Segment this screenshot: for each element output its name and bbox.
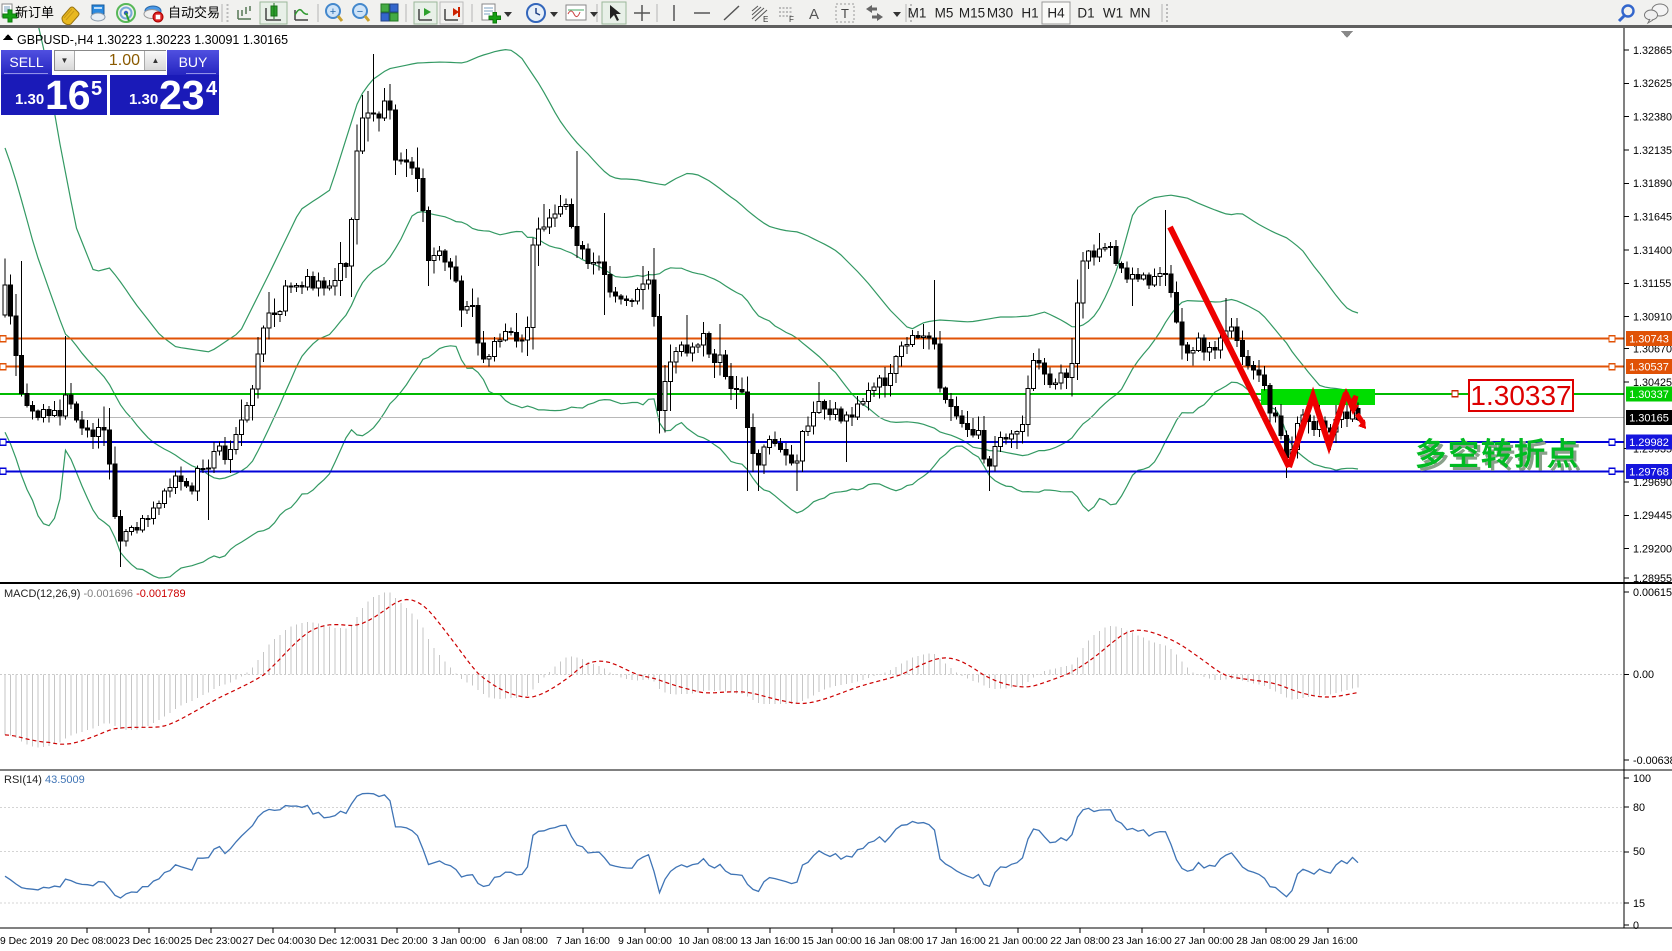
svg-text:3 Jan 00:00: 3 Jan 00:00 xyxy=(432,936,486,947)
svg-text:23 Dec 16:00: 23 Dec 16:00 xyxy=(118,936,180,947)
svg-text:−: − xyxy=(357,6,363,18)
svg-text:H4: H4 xyxy=(1047,6,1065,21)
svg-text:25 Dec 23:00: 25 Dec 23:00 xyxy=(180,936,242,947)
svg-text:M5: M5 xyxy=(935,6,954,21)
svg-text:16 Jan 08:00: 16 Jan 08:00 xyxy=(864,936,924,947)
svg-text:30 Dec 12:00: 30 Dec 12:00 xyxy=(304,936,366,947)
svg-text:9 Jan 00:00: 9 Jan 00:00 xyxy=(618,936,672,947)
svg-text:1.30537: 1.30537 xyxy=(1629,362,1669,374)
svg-text:1.28955: 1.28955 xyxy=(1633,573,1672,585)
svg-text:1.31890: 1.31890 xyxy=(1633,178,1672,190)
svg-text:A: A xyxy=(809,6,819,23)
svg-text:1.32380: 1.32380 xyxy=(1633,112,1672,124)
svg-text:-0.00638: -0.00638 xyxy=(1633,755,1672,767)
svg-text:10 Jan 08:00: 10 Jan 08:00 xyxy=(678,936,738,947)
svg-text:50: 50 xyxy=(1633,846,1645,858)
svg-text:MACD(12,26,9) -0.001696 -0.001: MACD(12,26,9) -0.001696 -0.001789 xyxy=(4,588,186,600)
svg-text:1.30910: 1.30910 xyxy=(1633,312,1672,324)
svg-text:多空转折点: 多空转折点 xyxy=(1418,440,1583,475)
svg-text:1.31155: 1.31155 xyxy=(1633,278,1671,290)
svg-text:9 Dec 2019: 9 Dec 2019 xyxy=(0,936,53,947)
svg-text:MN: MN xyxy=(1130,6,1151,21)
svg-text:1.31400: 1.31400 xyxy=(1633,245,1672,257)
svg-text:M1: M1 xyxy=(908,6,927,21)
svg-text:80: 80 xyxy=(1633,802,1645,814)
svg-text:M30: M30 xyxy=(987,6,1013,21)
svg-text:H1: H1 xyxy=(1021,6,1038,21)
svg-text:新订单: 新订单 xyxy=(15,5,54,20)
svg-text:1.32865: 1.32865 xyxy=(1633,45,1672,57)
svg-text:1.32625: 1.32625 xyxy=(1633,78,1672,90)
svg-text:1.30165: 1.30165 xyxy=(1629,412,1669,424)
svg-text:15: 15 xyxy=(1633,898,1645,910)
svg-text:22 Jan 08:00: 22 Jan 08:00 xyxy=(1050,936,1110,947)
svg-text:1.29768: 1.29768 xyxy=(1629,466,1669,478)
svg-text:27 Dec 04:00: 27 Dec 04:00 xyxy=(242,936,304,947)
svg-text:1.30337: 1.30337 xyxy=(1470,380,1571,411)
svg-text:1.30425: 1.30425 xyxy=(1633,377,1672,389)
svg-text:100: 100 xyxy=(1633,773,1651,785)
svg-text:+: + xyxy=(330,6,336,18)
svg-text:1.29445: 1.29445 xyxy=(1633,510,1672,522)
svg-text:1.30337: 1.30337 xyxy=(1629,389,1669,401)
svg-text:1.29200: 1.29200 xyxy=(1633,543,1672,555)
svg-text:E: E xyxy=(763,15,768,24)
svg-text:31 Dec 20:00: 31 Dec 20:00 xyxy=(366,936,428,947)
svg-text:27 Jan 00:00: 27 Jan 00:00 xyxy=(1174,936,1234,947)
svg-text:23 Jan 16:00: 23 Jan 16:00 xyxy=(1112,936,1172,947)
svg-text:1.29690: 1.29690 xyxy=(1633,477,1672,489)
svg-text:F: F xyxy=(789,15,794,24)
svg-text:21 Jan 00:00: 21 Jan 00:00 xyxy=(988,936,1048,947)
svg-text:6 Jan 08:00: 6 Jan 08:00 xyxy=(494,936,548,947)
svg-text:0: 0 xyxy=(1633,920,1639,932)
svg-text:T: T xyxy=(841,6,849,21)
svg-text:13 Jan 16:00: 13 Jan 16:00 xyxy=(740,936,800,947)
svg-text:28 Jan 08:00: 28 Jan 08:00 xyxy=(1236,936,1296,947)
svg-text:7 Jan 16:00: 7 Jan 16:00 xyxy=(556,936,610,947)
svg-text:1.29982: 1.29982 xyxy=(1629,437,1669,449)
svg-text:D1: D1 xyxy=(1077,6,1094,21)
svg-text:1.30670: 1.30670 xyxy=(1633,343,1672,355)
svg-text:RSI(14) 43.5009: RSI(14) 43.5009 xyxy=(4,774,85,786)
svg-text:20 Dec 08:00: 20 Dec 08:00 xyxy=(56,936,118,947)
svg-text:多空转折点: 多空转折点 xyxy=(1415,437,1580,472)
svg-text:17 Jan 16:00: 17 Jan 16:00 xyxy=(926,936,986,947)
svg-text:M15: M15 xyxy=(959,6,985,21)
svg-text:自动交易: 自动交易 xyxy=(168,5,220,20)
svg-text:1.32135: 1.32135 xyxy=(1633,145,1672,157)
svg-text:1.30743: 1.30743 xyxy=(1629,334,1669,346)
svg-text:W1: W1 xyxy=(1103,6,1123,21)
svg-text:15 Jan 00:00: 15 Jan 00:00 xyxy=(802,936,862,947)
svg-text:0.00: 0.00 xyxy=(1633,669,1654,681)
svg-text:GBPUSD-,H4 1.30223 1.30223 1.: GBPUSD-,H4 1.30223 1.30223 1.30091 1.301… xyxy=(17,33,288,47)
svg-text:29 Jan 16:00: 29 Jan 16:00 xyxy=(1298,936,1358,947)
svg-text:1.31645: 1.31645 xyxy=(1633,212,1672,224)
svg-text:0.006157: 0.006157 xyxy=(1633,587,1672,599)
